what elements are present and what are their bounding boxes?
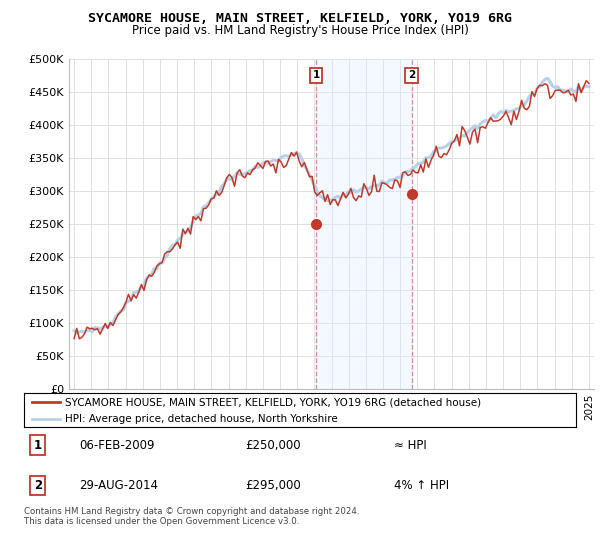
Bar	[316, 59, 412, 389]
Text: 29-AUG-2014: 29-AUG-2014	[79, 479, 158, 492]
Text: Price paid vs. HM Land Registry's House Price Index (HPI): Price paid vs. HM Land Registry's House …	[131, 24, 469, 37]
Text: 1: 1	[313, 71, 320, 80]
Text: SYCAMORE HOUSE, MAIN STREET, KELFIELD, YORK, YO19 6RG (detached house): SYCAMORE HOUSE, MAIN STREET, KELFIELD, Y…	[65, 397, 482, 407]
Text: 2: 2	[408, 71, 415, 80]
Text: HPI: Average price, detached house, North Yorkshire: HPI: Average price, detached house, Nort…	[65, 414, 338, 423]
Text: ≈ HPI: ≈ HPI	[394, 439, 427, 452]
Text: £295,000: £295,000	[245, 479, 301, 492]
Text: SYCAMORE HOUSE, MAIN STREET, KELFIELD, YORK, YO19 6RG: SYCAMORE HOUSE, MAIN STREET, KELFIELD, Y…	[88, 12, 512, 25]
Text: 2: 2	[34, 479, 42, 492]
Text: Contains HM Land Registry data © Crown copyright and database right 2024.
This d: Contains HM Land Registry data © Crown c…	[24, 507, 359, 526]
Text: £250,000: £250,000	[245, 439, 301, 452]
Text: 4% ↑ HPI: 4% ↑ HPI	[394, 479, 449, 492]
Text: 06-FEB-2009: 06-FEB-2009	[79, 439, 155, 452]
Text: 1: 1	[34, 439, 42, 452]
